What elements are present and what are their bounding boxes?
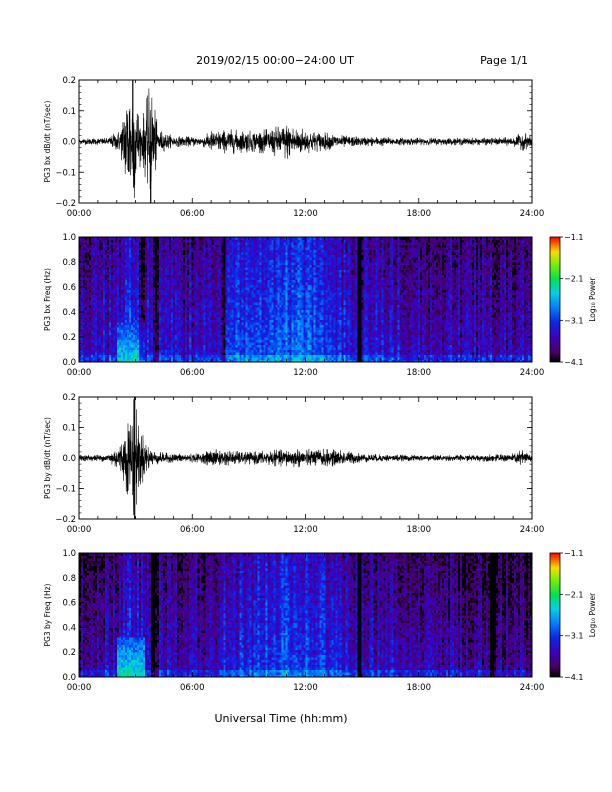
panels: 00:00 06:00 12:00 18:00 24:00 −0.2 −0.1 0.0 0.1 0… [43,76,597,693]
panel-bx-spectrogram: 00:00 06:00 12:00 18:00 24:000.00.20.40.60.8… [43,233,597,378]
heatmap-cells [79,237,532,362]
x-tick-label: 06:00 [180,209,205,219]
y-tick-label: −0.2 [55,199,76,209]
y-tick-label: 0.1 [62,107,76,117]
panel-bx-dbdt: 00:00 06:00 12:00 18:00 24:00 −0.2 −0.1 0.0 0.1 0… [43,76,544,219]
page-title: 2019/02/15 00:00−24:00 UT [196,54,354,67]
x-tick-label: 18:00 [407,209,432,219]
series-trace-group [79,80,532,203]
y-tick-label: 0.2 [62,76,76,86]
page-number: Page 1/1 [480,54,528,67]
y-tick-label: 0.0 [62,138,76,148]
x-tick-label: 24:00 [520,209,545,219]
figure: 2019/02/15 00:00−24:00 UT Page 1/1 00:00… [0,0,612,792]
series-trace [79,88,532,197]
y-axis-title: PG3 bx dB/dt (nT/sec) [43,100,52,182]
y-tick-label: −0.1 [55,168,76,178]
x-tick-label: 00:00 [67,209,92,219]
x-tick-label: 12:00 [293,209,318,219]
